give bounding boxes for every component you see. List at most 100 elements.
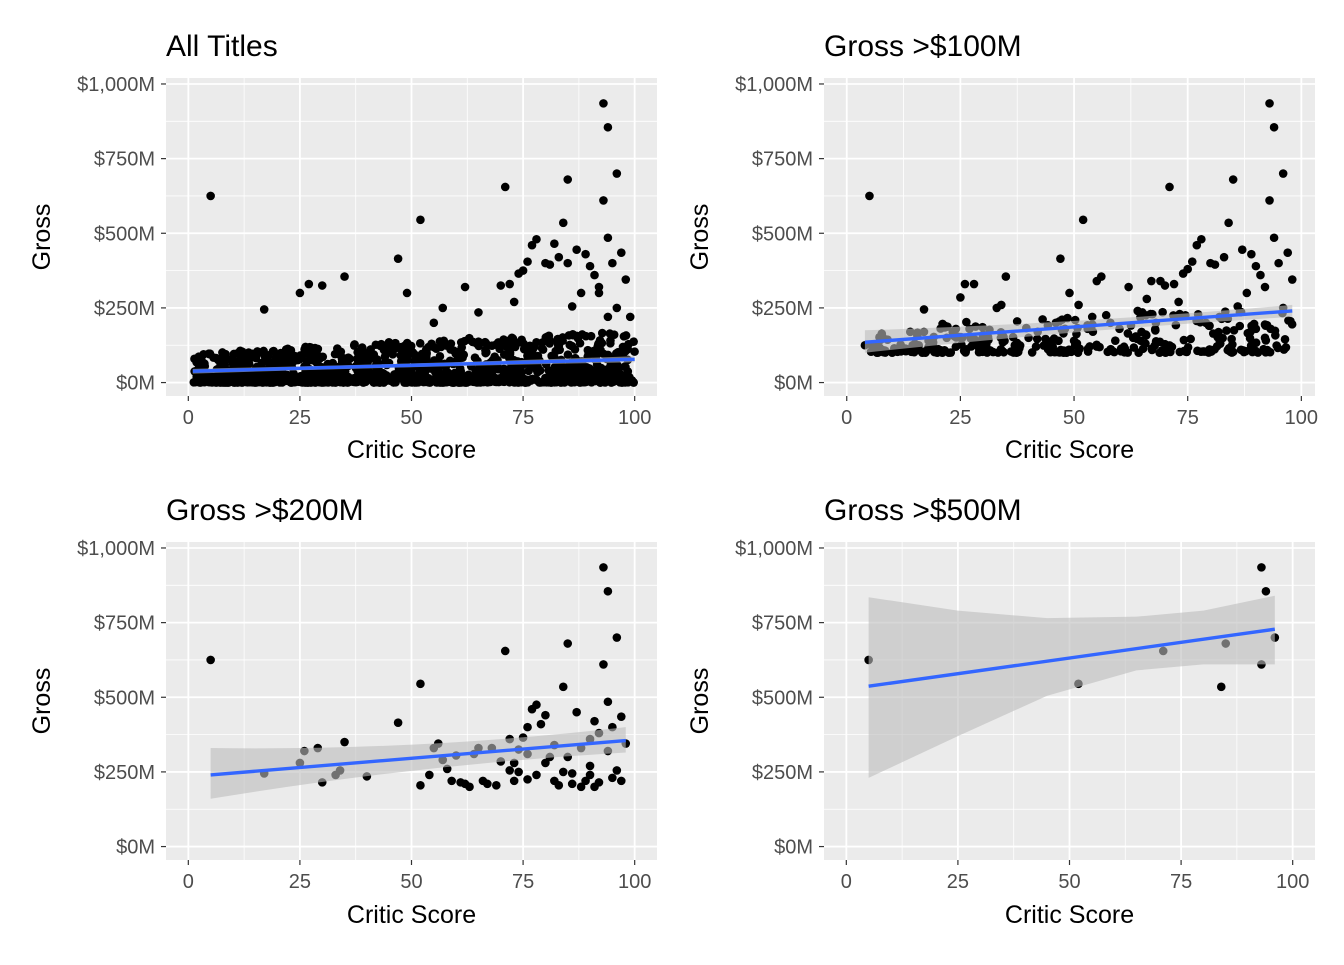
data-point xyxy=(401,348,411,358)
data-point xyxy=(997,300,1006,310)
y-tick-label: $500M xyxy=(752,687,813,709)
data-point xyxy=(1174,297,1183,307)
data-point xyxy=(1216,682,1226,692)
data-point xyxy=(1183,264,1193,274)
data-point xyxy=(336,377,345,387)
y-tick-label: $0M xyxy=(116,837,155,859)
data-point xyxy=(544,366,554,375)
data-point xyxy=(359,354,368,364)
data-point xyxy=(269,346,278,356)
data-point xyxy=(1233,302,1243,311)
data-point xyxy=(887,348,897,358)
data-point xyxy=(568,330,578,340)
data-point xyxy=(532,700,541,710)
data-point xyxy=(1269,122,1279,132)
data-point xyxy=(379,378,389,387)
data-point xyxy=(532,770,541,780)
data-point xyxy=(603,586,613,596)
x-tick-label: 25 xyxy=(949,407,971,429)
data-point xyxy=(599,99,608,108)
data-point xyxy=(500,646,510,656)
data-point xyxy=(483,779,492,789)
data-point xyxy=(566,370,576,379)
data-point xyxy=(206,655,215,665)
data-point xyxy=(567,779,577,789)
data-point xyxy=(563,258,573,268)
data-point xyxy=(1147,276,1156,286)
data-point xyxy=(597,328,607,338)
confidence-ribbon xyxy=(864,304,1293,353)
data-point xyxy=(1246,341,1256,350)
data-point xyxy=(243,358,253,368)
data-point xyxy=(1006,347,1016,356)
x-axis-title: Critic Score xyxy=(1005,436,1134,464)
data-point xyxy=(254,377,264,387)
data-layer xyxy=(860,99,1297,358)
data-point xyxy=(581,776,590,786)
data-point xyxy=(505,367,515,377)
data-point xyxy=(599,660,608,669)
data-point xyxy=(474,308,483,317)
confidence-ribbon xyxy=(868,595,1275,778)
data-point xyxy=(1247,249,1256,259)
data-point xyxy=(544,377,553,387)
data-point xyxy=(1150,324,1160,334)
data-point xyxy=(608,773,617,783)
panel-title: All Titles xyxy=(166,30,278,63)
data-point xyxy=(1198,347,1208,356)
data-point xyxy=(379,345,389,355)
data-point xyxy=(541,758,550,768)
data-point xyxy=(1226,347,1236,357)
x-tick-label: 50 xyxy=(1063,407,1085,429)
data-point xyxy=(592,367,602,376)
data-point xyxy=(1222,326,1231,335)
data-point xyxy=(399,374,408,384)
data-point xyxy=(1161,348,1170,358)
data-point xyxy=(553,341,563,351)
data-point xyxy=(1042,339,1052,349)
data-point xyxy=(1280,335,1290,344)
data-point xyxy=(629,337,638,346)
data-point xyxy=(1056,254,1065,263)
trend-line xyxy=(868,627,1276,688)
data-point xyxy=(1142,294,1152,304)
data-point xyxy=(960,279,970,289)
data-point xyxy=(1078,215,1088,225)
data-point xyxy=(1092,340,1101,350)
y-axis-title: Gross xyxy=(28,204,56,271)
data-point xyxy=(998,346,1007,356)
data-point xyxy=(1224,218,1233,228)
data-point xyxy=(594,288,604,298)
data-point xyxy=(603,233,613,243)
data-point xyxy=(206,191,215,201)
data-point xyxy=(1261,586,1271,596)
data-point xyxy=(229,378,239,387)
data-point xyxy=(350,340,359,349)
data-point xyxy=(462,378,472,387)
data-point xyxy=(1251,324,1261,334)
data-point xyxy=(259,305,269,314)
data-point xyxy=(1097,272,1106,281)
data-point xyxy=(471,338,481,348)
data-point xyxy=(265,372,275,381)
data-point xyxy=(429,342,439,352)
data-point xyxy=(380,352,390,362)
data-point xyxy=(253,347,262,356)
y-axis-title: Gross xyxy=(686,204,714,271)
data-point xyxy=(448,378,457,387)
data-point xyxy=(1083,344,1093,353)
data-point xyxy=(192,372,202,382)
data-point xyxy=(938,319,947,329)
data-point xyxy=(545,339,554,348)
data-point xyxy=(558,767,568,777)
data-point xyxy=(969,279,979,289)
y-tick-label: $750M xyxy=(752,149,813,171)
data-point xyxy=(1119,342,1129,352)
trend-line xyxy=(864,309,1293,344)
data-point xyxy=(343,378,352,387)
data-point xyxy=(515,368,525,378)
data-point xyxy=(1001,272,1011,281)
data-point xyxy=(933,345,942,355)
panel-3: 0 25 50 75 100 $0M $250M $500M $750M $1,000M Criti… xyxy=(28,494,657,929)
data-point xyxy=(1015,342,1024,352)
